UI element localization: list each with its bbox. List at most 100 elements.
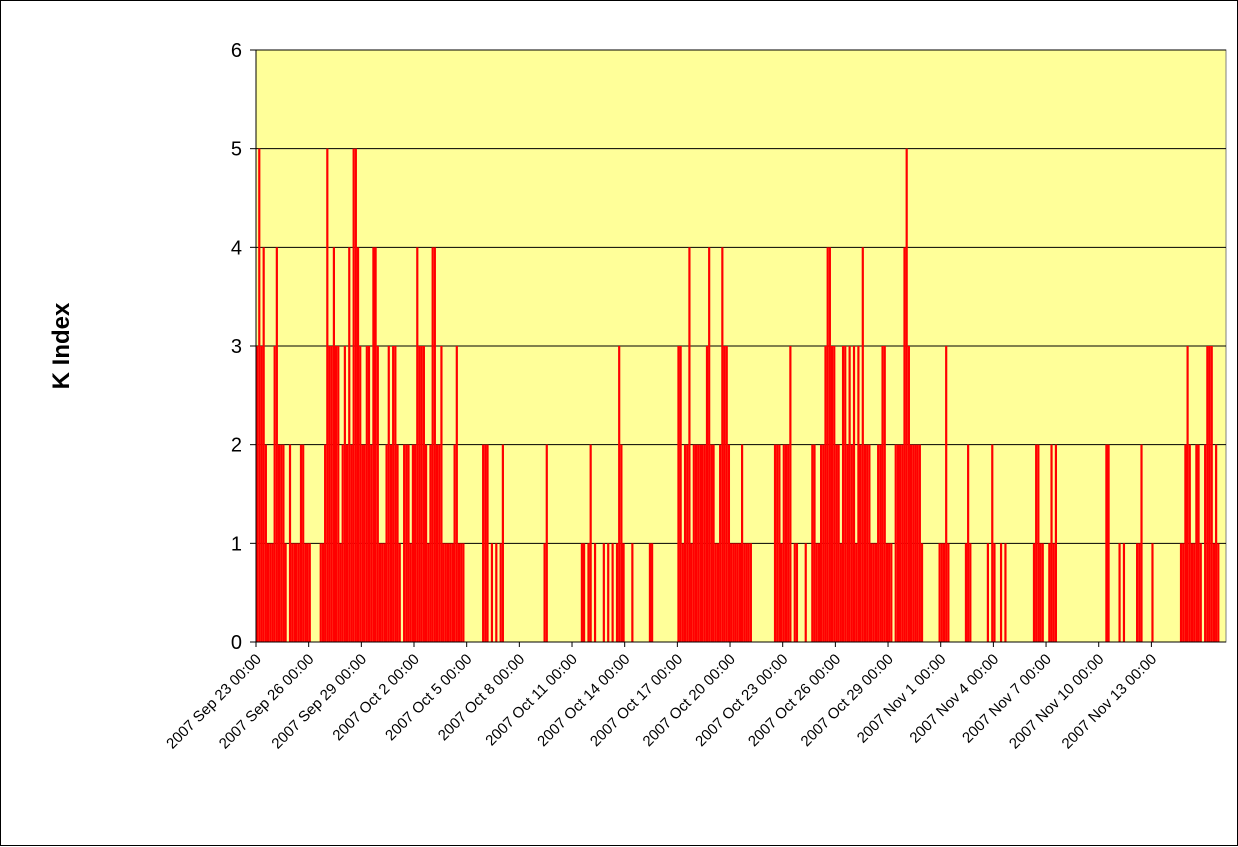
bar [890,543,893,642]
bar [1190,543,1194,642]
bar [284,543,287,642]
bar [618,346,621,642]
bar [319,543,322,642]
bar [1032,543,1036,642]
bar [1054,444,1058,642]
bar [918,444,921,642]
bar [727,444,731,642]
bar [1215,444,1218,642]
bar [424,444,428,642]
bar [1188,444,1191,642]
bar [694,444,698,642]
bar [817,543,820,642]
bar [824,346,827,642]
bar [780,543,783,642]
bar [859,444,862,642]
bar [894,444,897,642]
bar [1039,543,1042,642]
bar [721,247,724,642]
bar [341,444,344,642]
bar [444,543,447,642]
bar [773,444,777,642]
bar [1151,543,1154,642]
bar [398,543,401,642]
bar [813,444,816,642]
bar [1052,543,1055,642]
bar [815,543,818,642]
bar [275,247,278,642]
bar [297,543,300,642]
bar [490,543,494,642]
bar [326,148,329,643]
bar [306,543,309,642]
y-tick-label: 0 [231,632,242,654]
bar [907,346,910,642]
bar [405,444,408,642]
bar [1206,346,1209,642]
bar [732,543,735,642]
bar [916,444,919,642]
bar [901,444,904,642]
bar [914,444,917,642]
bar [363,444,366,642]
bar [607,543,610,642]
bar [258,148,261,643]
bar [730,543,733,642]
bar [339,543,342,642]
bar [396,444,399,642]
bar [857,346,860,642]
bar [453,444,456,642]
bar [699,444,702,642]
bar [839,543,842,642]
bar [335,346,338,642]
x-tick-label: 2007 Nov 1 00:00 [854,651,950,747]
bar [282,444,285,642]
x-tick-label: 2007 Nov 10 00:00 [1006,651,1108,753]
bar [1199,543,1202,642]
bar [321,543,325,642]
bar [501,444,504,642]
bar [308,543,311,642]
bar [1138,543,1141,642]
bar [431,247,434,642]
bar [881,346,884,642]
bar [648,543,652,642]
bar [332,247,335,642]
y-tick-label: 4 [231,237,242,259]
bar [863,444,867,642]
x-tick-label: 2007 Nov 4 00:00 [906,651,1002,747]
bar [734,543,737,642]
bar [920,543,924,642]
bar [938,543,941,642]
bar [1186,346,1189,642]
bar [1037,444,1040,642]
bar [1105,444,1108,642]
bar [872,543,875,642]
bar [841,346,845,642]
bar [593,543,597,642]
bar [611,543,614,642]
bar [582,543,586,642]
bar [942,543,946,642]
bar [435,444,439,642]
x-tick-label: 2007 Sep 23 00:00 [163,651,265,753]
bar [260,346,263,642]
bar [784,444,788,642]
bar [833,346,836,642]
bar [1179,543,1183,642]
bar [993,543,996,642]
bar [743,543,746,642]
bar [361,444,364,642]
bar [686,444,689,642]
bar [293,543,296,642]
bar [256,346,259,642]
bar [690,543,693,642]
bar [776,444,779,642]
bar [277,444,281,642]
bar [264,444,267,642]
bar [1195,444,1198,642]
bar [692,444,695,642]
